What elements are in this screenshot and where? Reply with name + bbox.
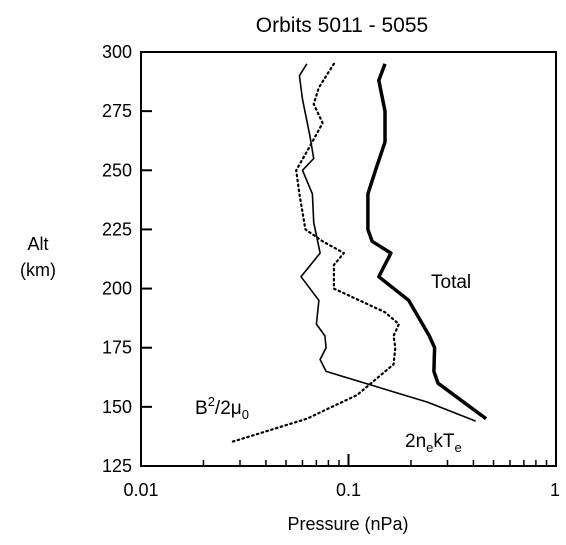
series-layer bbox=[229, 62, 488, 444]
thermal-label-mid: kT bbox=[433, 431, 455, 452]
x-axis-ticks: 0.01 0.1 1 bbox=[123, 454, 560, 500]
thermal-label-main: 2n bbox=[405, 431, 426, 452]
y-axis-label-line2: (km) bbox=[20, 260, 56, 280]
series-line-magnetic bbox=[229, 62, 400, 444]
magnetic-label-mid: /2μ bbox=[215, 398, 242, 419]
y-tick-label: 150 bbox=[102, 397, 132, 417]
thermal-label-sub1: e bbox=[426, 440, 433, 455]
y-axis-label-line1: Alt bbox=[27, 234, 48, 254]
y-tick-label: 275 bbox=[102, 101, 132, 121]
magnetic-label-main: B bbox=[195, 398, 208, 419]
x-tick-label: 0.01 bbox=[123, 480, 158, 500]
y-tick-label: 200 bbox=[102, 279, 132, 299]
y-tick-label: 225 bbox=[102, 219, 132, 239]
series-label-magnetic: B2/2μ0 bbox=[195, 394, 249, 422]
y-tick-label: 175 bbox=[102, 338, 132, 358]
x-axis-label: Pressure (nPa) bbox=[287, 514, 408, 534]
y-tick-label: 300 bbox=[102, 42, 132, 62]
thermal-label-sub2: e bbox=[454, 440, 461, 455]
y-tick-label: 250 bbox=[102, 160, 132, 180]
series-line-thermal bbox=[298, 63, 476, 422]
y-axis-ticks: 125 150 175 200 225 250 275 300 bbox=[102, 42, 152, 476]
series-line-total bbox=[366, 63, 488, 421]
y-tick-label: 125 bbox=[102, 456, 132, 476]
chart-title: Orbits 5011 - 5055 bbox=[256, 14, 428, 37]
x-tick-label: 0.1 bbox=[336, 480, 361, 500]
x-tick-label: 1 bbox=[550, 480, 560, 500]
series-label-total: Total bbox=[431, 272, 471, 293]
magnetic-label-sub: 0 bbox=[242, 407, 249, 422]
series-label-thermal: 2nekTe bbox=[405, 431, 462, 455]
magnetic-label-sup: 2 bbox=[208, 394, 215, 409]
